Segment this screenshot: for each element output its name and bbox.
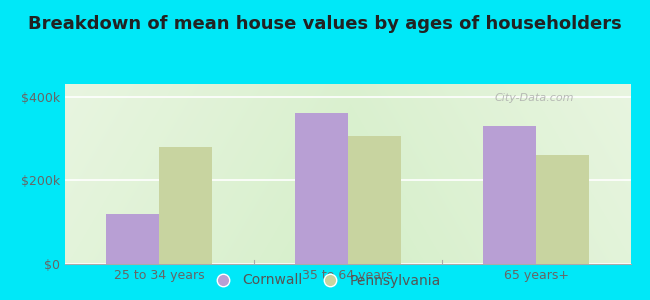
Bar bbox=[107, 214, 159, 264]
Bar bbox=[484, 126, 536, 264]
Bar bbox=[295, 113, 348, 264]
Text: Breakdown of mean house values by ages of householders: Breakdown of mean house values by ages o… bbox=[28, 15, 622, 33]
Legend: Cornwall, Pennsylvania: Cornwall, Pennsylvania bbox=[203, 268, 447, 293]
Bar bbox=[159, 147, 212, 264]
Text: City-Data.com: City-Data.com bbox=[495, 93, 575, 103]
Bar bbox=[348, 136, 400, 264]
Bar bbox=[536, 155, 589, 264]
